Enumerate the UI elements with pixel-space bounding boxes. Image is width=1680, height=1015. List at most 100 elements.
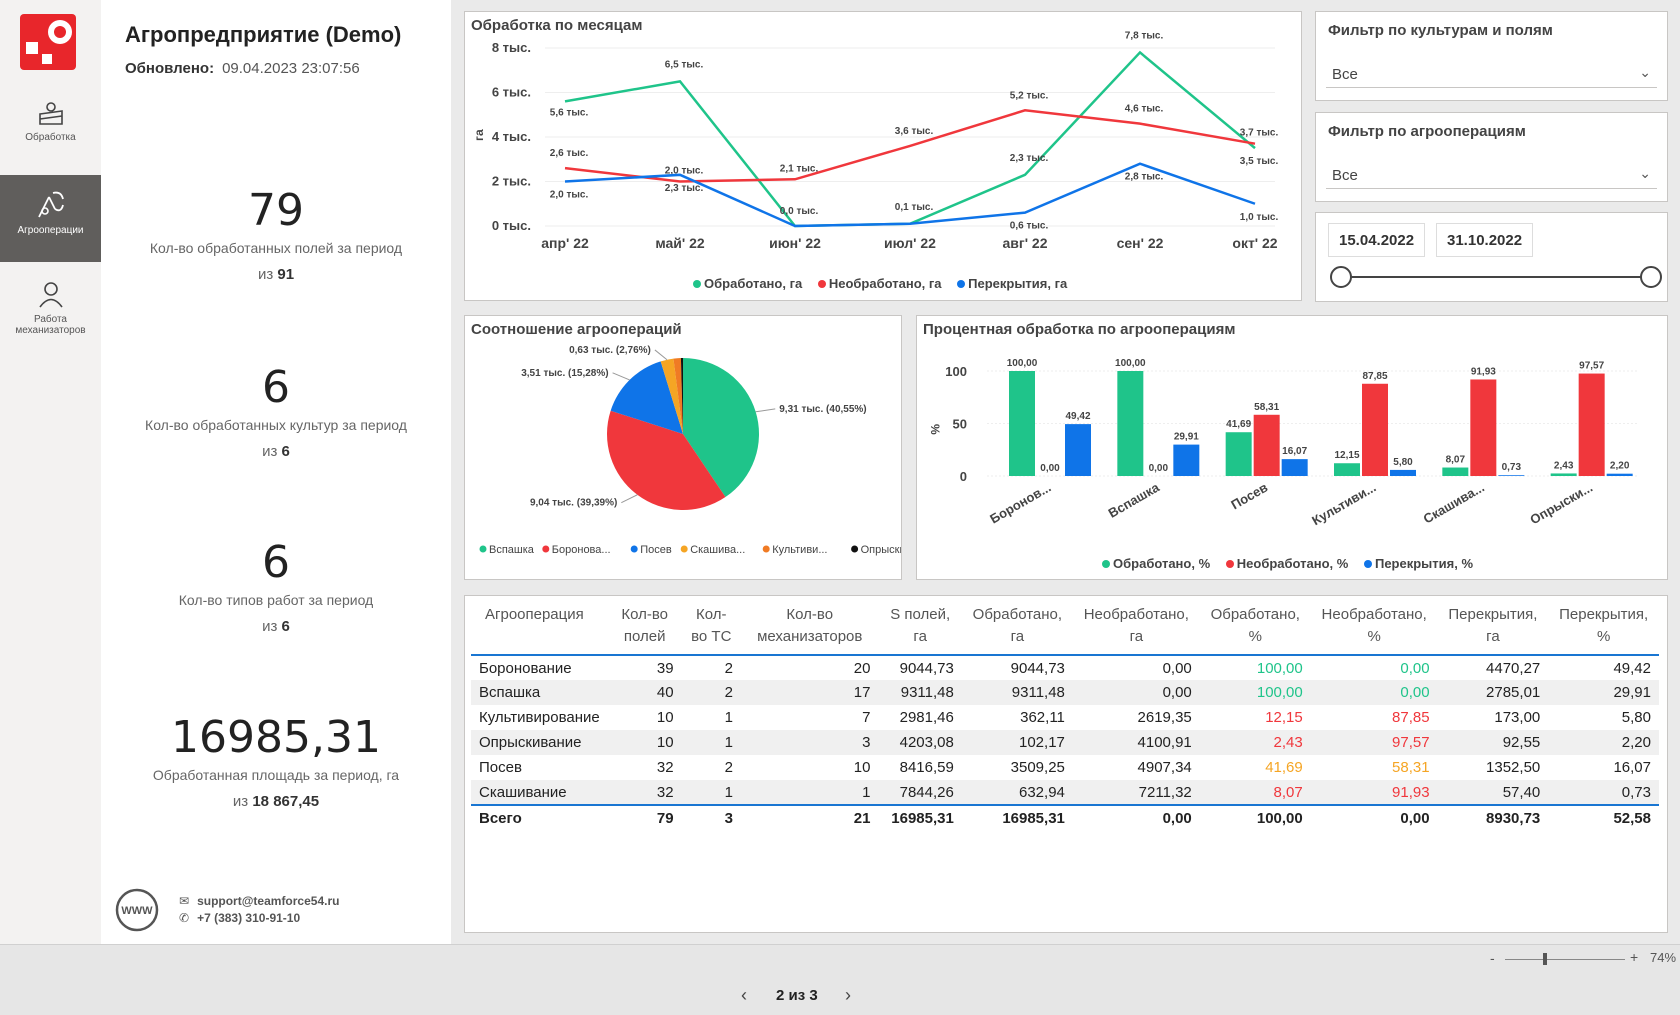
bar-chart-legend: Обработано, % Необработано, % Перекрытия… <box>1102 556 1485 571</box>
x-tick-label: Вспашка <box>1106 479 1163 521</box>
operation-filter-dropdown[interactable]: Все ⌄ <box>1326 159 1657 189</box>
table-cell: 1 <box>681 730 741 755</box>
table-row[interactable]: Вспашка 40 2 17 9311,48 9311,48 0,00 100,00 0,00… <box>471 680 1659 705</box>
table-cell: 3 <box>681 804 741 830</box>
kpi-value: 6 <box>262 362 290 413</box>
table-cell: Боронование <box>479 659 572 677</box>
table-cell: 7211,32 <box>1072 780 1200 805</box>
table-row[interactable]: Культивирование 10 1 7 2981,46 362,11 2619,35 1… <box>471 705 1659 730</box>
date-slider-track[interactable] <box>1340 276 1652 278</box>
bar-label: 16,07 <box>1282 446 1307 457</box>
x-tick-label: окт' 22 <box>1232 235 1277 251</box>
table-cell: 102,17 <box>961 730 1073 755</box>
table-cell: 4203,08 <box>878 730 962 755</box>
table-row[interactable]: Опрыскивание 10 1 3 4203,08 102,17 4100,91 2,43… <box>471 730 1659 755</box>
column-header[interactable]: Необработано, га <box>1083 606 1189 645</box>
table-cell: 16985,31 <box>878 804 962 830</box>
table-cell: Всего <box>471 804 608 830</box>
table-cell: 4907,34 <box>1137 759 1192 776</box>
page-indicator: 2 из 3 <box>776 987 818 1004</box>
bar-label: 41,69 <box>1226 419 1251 430</box>
x-tick-label: июл' 22 <box>884 235 936 251</box>
slice-label: 9,31 тыс. (40,55%) <box>779 404 866 415</box>
kpi-of: из 6 <box>101 443 451 460</box>
bar-chart-panel: Процентная обработка по агрооперациям 0 5… <box>916 315 1668 580</box>
legend-item[interactable]: Необработано, % <box>1225 556 1355 571</box>
contact-email[interactable]: ✉ support@teamforce54.ru <box>179 894 340 908</box>
chevron-down-icon: ⌄ <box>1639 64 1651 80</box>
operations-table-panel: Агрооперация Кол-во полей Кол-во ТС Кол-во … <box>464 595 1668 933</box>
nav-item-agro-operations[interactable]: Агрооперации <box>0 175 101 262</box>
kpi-of-value: 6 <box>281 618 290 635</box>
legend-item[interactable]: Перекрытия, га <box>957 276 1073 291</box>
column-header[interactable]: Необработано, % <box>1321 606 1427 645</box>
data-label: 0,0 тыс. <box>780 206 819 217</box>
next-page-button[interactable]: › <box>845 985 851 1005</box>
bar <box>1578 373 1605 476</box>
kpi-label: Обработанная площадь за период, га <box>152 767 400 783</box>
data-label: 2,3 тыс. <box>1010 153 1049 164</box>
date-slider-end-handle[interactable] <box>1640 266 1662 288</box>
table-cell: 29,91 <box>1548 680 1659 705</box>
mail-icon: ✉ <box>179 894 190 908</box>
data-label: 1,0 тыс. <box>1240 212 1279 223</box>
zoom-slider[interactable] <box>1505 959 1625 960</box>
bar <box>1173 444 1200 476</box>
column-header[interactable]: Кол-во механизаторов <box>757 606 863 645</box>
table-cell: 10 <box>656 709 674 726</box>
table-total-row: Всего 79 3 21 16985,31 16985,31 0,00 100,00 0,00… <box>471 804 1659 830</box>
kpi-fields: 79 Кол-во обработанных полей за период и… <box>101 185 451 283</box>
table-row[interactable]: Скашивание 32 1 1 7844,26 632,94 7211,32 8,07 91… <box>471 780 1659 805</box>
column-header[interactable]: Перекрытия, % <box>1559 606 1649 645</box>
column-header[interactable]: Кол-во ТС <box>691 606 732 645</box>
updated-timestamp: Обновлено: 09.04.2023 23:07:56 <box>125 60 360 77</box>
zoom-slider-handle[interactable] <box>1543 953 1547 965</box>
bar-label: 0,00 <box>1149 463 1169 474</box>
table-cell: 9311,48 <box>878 680 962 705</box>
kpi-of-value: 18 867,45 <box>252 793 320 810</box>
column-header[interactable]: Перекрытия, га <box>1448 606 1538 645</box>
bar <box>1442 467 1469 476</box>
data-label: 2,6 тыс. <box>550 148 589 159</box>
table-cell: 16985,31 <box>961 804 1073 830</box>
bar <box>1225 432 1252 476</box>
chevron-down-icon: ⌄ <box>1639 165 1651 181</box>
y-tick-label: 8 тыс. <box>492 40 531 55</box>
y-axis-label: га <box>472 129 486 141</box>
zoom-out-button[interactable]: - <box>1490 950 1495 966</box>
legend-item[interactable]: Обработано, га <box>693 276 808 291</box>
date-end-field[interactable]: 31.10.2022 <box>1436 223 1534 257</box>
column-header[interactable]: Обработано, % <box>1210 606 1300 645</box>
date-start-field[interactable]: 15.04.2022 <box>1328 223 1426 257</box>
y-tick-label: 4 тыс. <box>492 129 531 144</box>
pie-slice <box>607 410 726 510</box>
column-header[interactable]: S полей, га <box>890 606 951 645</box>
table-row[interactable]: Боронование 39 2 20 9044,73 9044,73 0,00 100,00… <box>471 655 1659 680</box>
table-cell: 173,00 <box>1494 709 1541 726</box>
kpi-work-types: 6 Кол-во типов работ за период из 6 <box>101 537 451 635</box>
pie-chart-panel: Соотношение агроопераций 9,31 тыс. (40,5… <box>464 315 902 580</box>
prev-page-button[interactable]: ‹ <box>741 985 747 1005</box>
table-row[interactable]: Посев 32 2 10 8416,59 3509,25 4907,34 41,69 58,3… <box>471 755 1659 780</box>
column-header[interactable]: Кол-во полей <box>621 606 668 645</box>
zoom-in-button[interactable]: + <box>1630 949 1639 965</box>
kpi-of-value: 6 <box>281 443 290 460</box>
company-logo <box>20 14 76 70</box>
page-title: Агропредприятие (Demo) <box>125 22 402 47</box>
legend-item[interactable]: Перекрытия, % <box>1363 556 1479 571</box>
table-cell: 2,43 <box>1199 730 1311 755</box>
date-slider-start-handle[interactable] <box>1330 266 1352 288</box>
legend-item[interactable]: Обработано, % <box>1102 556 1216 571</box>
leader-line <box>612 372 630 381</box>
table-cell: 2 <box>724 659 733 677</box>
table-cell: Скашивание <box>471 780 608 805</box>
nav-item-operators[interactable]: Работа механизаторов <box>0 280 101 350</box>
nav-item-processing[interactable]: Обработка <box>0 100 101 160</box>
column-header[interactable]: Обработано, га <box>972 606 1063 645</box>
data-label: 2,8 тыс. <box>1125 172 1164 183</box>
legend-item[interactable]: Необработано, га <box>817 276 948 291</box>
pie-slice <box>683 358 759 498</box>
legend-label: Боронова... <box>552 544 611 556</box>
crop-filter-dropdown[interactable]: Все ⌄ <box>1326 58 1657 88</box>
column-header[interactable]: Агрооперация <box>485 606 584 623</box>
